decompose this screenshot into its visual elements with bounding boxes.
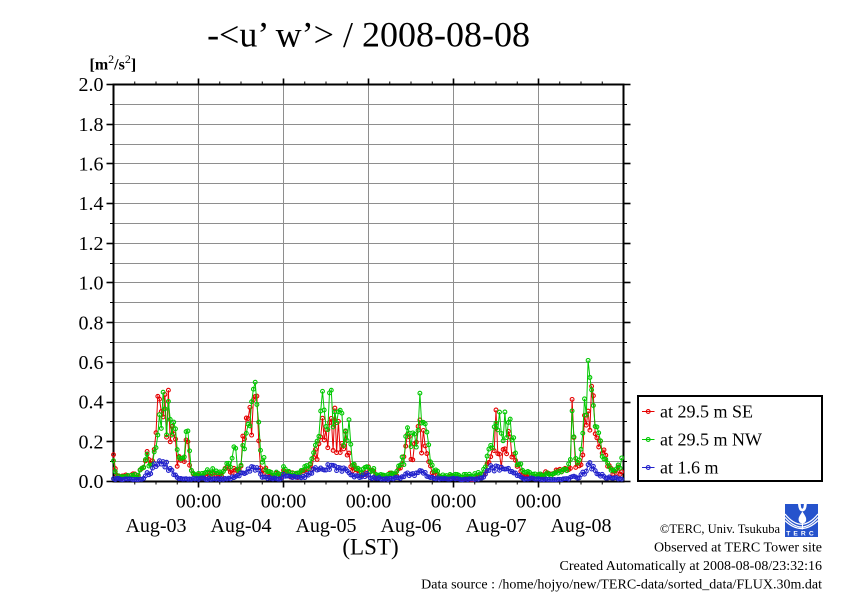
svg-text:(LST): (LST) (342, 535, 398, 560)
svg-text:Created Automatically at 2008-: Created Automatically at 2008-08-08/23:3… (560, 559, 822, 574)
svg-text:Aug-07: Aug-07 (465, 515, 526, 537)
svg-text:00:00: 00:00 (176, 491, 222, 513)
svg-text:00:00: 00:00 (261, 491, 307, 513)
svg-text:1.8: 1.8 (79, 114, 104, 136)
svg-text:Aug-03: Aug-03 (125, 515, 186, 537)
svg-text:2.0: 2.0 (79, 74, 104, 96)
svg-text:at 29.5 m NW: at 29.5 m NW (660, 429, 762, 449)
svg-text:Data source : /home/hojyo/new/: Data source : /home/hojyo/new/TERC-data/… (421, 578, 822, 593)
svg-text:at 29.5 m SE: at 29.5 m SE (660, 401, 753, 421)
svg-text:0.6: 0.6 (79, 352, 104, 374)
svg-text:1.6: 1.6 (79, 154, 104, 176)
svg-text:0.2: 0.2 (79, 431, 104, 453)
svg-text:00:00: 00:00 (516, 491, 562, 513)
svg-text:TERC: TERC (786, 531, 817, 538)
svg-text:1.0: 1.0 (79, 273, 104, 295)
svg-text:00:00: 00:00 (431, 491, 477, 513)
svg-text:-<u’ w’> / 2008-08-08: -<u’ w’> / 2008-08-08 (207, 15, 530, 55)
svg-text:1.4: 1.4 (79, 193, 104, 215)
svg-text:00:00: 00:00 (346, 491, 392, 513)
svg-text:Aug-08: Aug-08 (550, 515, 611, 537)
svg-text:0.0: 0.0 (79, 471, 104, 493)
svg-text:Aug-05: Aug-05 (295, 515, 356, 537)
svg-text:Observed at TERC Tower site: Observed at TERC Tower site (654, 541, 822, 556)
svg-text:Aug-04: Aug-04 (210, 515, 271, 537)
svg-text:0.4: 0.4 (79, 392, 104, 414)
svg-text:[m2/s2]: [m2/s2] (90, 52, 137, 74)
svg-text:1.2: 1.2 (79, 233, 104, 255)
svg-text:Aug-06: Aug-06 (380, 515, 441, 537)
svg-text:©TERC, Univ. Tsukuba: ©TERC, Univ. Tsukuba (660, 522, 781, 536)
svg-text:at 1.6 m: at 1.6 m (660, 457, 719, 477)
svg-text:0.8: 0.8 (79, 312, 104, 334)
